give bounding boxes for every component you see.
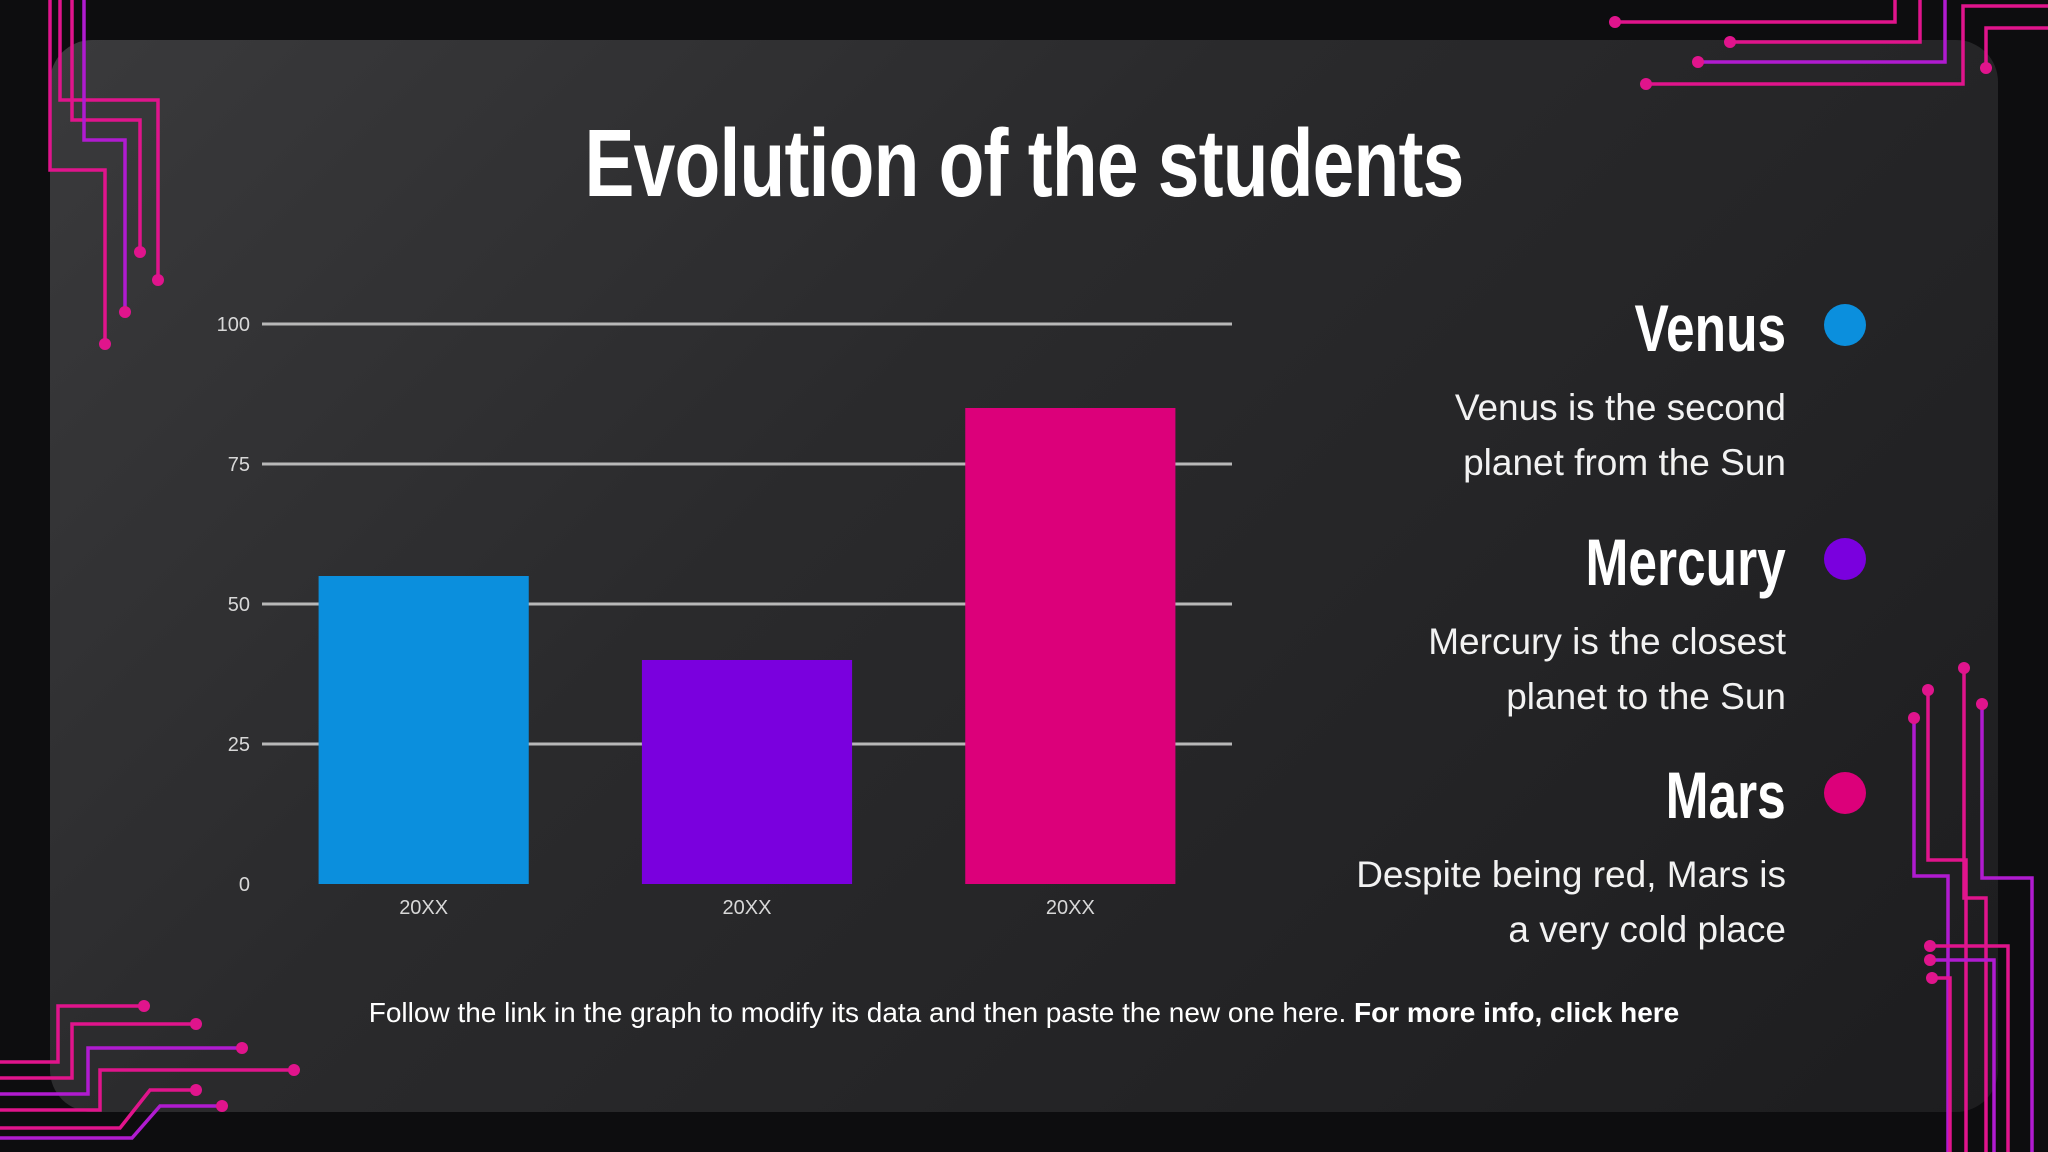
legend-mars-description-line1: Despite being red, Mars is <box>1356 854 1786 895</box>
legend-venus-name: Venus <box>1634 291 1786 365</box>
legend-mercury-dot <box>1824 538 1866 580</box>
legend-mars-description-line2: a very cold place <box>1508 909 1786 950</box>
legend-mercury-description-line1: Mercury is the closest <box>1428 621 1786 662</box>
legend-venus-dot <box>1824 304 1866 346</box>
y-axis-ticks: 0 25 50 75 100 <box>217 314 250 896</box>
bar-2[interactable] <box>641 660 853 884</box>
bar-3[interactable] <box>965 408 1176 884</box>
bar-chart[interactable]: 0 25 50 75 100 20XX 20XX 20XX <box>190 290 1250 930</box>
legend-venus-description-line1: Venus is the second <box>1454 387 1786 428</box>
x-tick-label: 20XX <box>723 897 772 919</box>
slide-title: Evolution of the students <box>584 110 1464 217</box>
legend-mercury-name: Mercury <box>1585 525 1786 599</box>
legend-mercury-description: Mercury is the closest planet to the Sun <box>1428 614 1786 724</box>
legend-mercury-description-line2: planet to the Sun <box>1506 676 1786 717</box>
chart-bars[interactable] <box>318 408 1176 884</box>
y-tick-label: 75 <box>228 454 250 476</box>
legend-mercury: Mercury Mercury is the closest planet to… <box>1428 522 1786 724</box>
y-tick-label: 25 <box>228 734 250 756</box>
legend-mars-dot <box>1824 772 1866 814</box>
legend-venus: Venus Venus is the second planet from th… <box>1455 288 1786 490</box>
legend-venus-description-line2: planet from the Sun <box>1463 442 1786 483</box>
x-tick-label: 20XX <box>1046 897 1095 919</box>
legend-mars-description: Despite being red, Mars is a very cold p… <box>1356 847 1786 957</box>
y-tick-label: 50 <box>228 594 250 616</box>
x-tick-label: 20XX <box>399 897 448 919</box>
y-tick-label: 0 <box>239 874 250 896</box>
x-axis-ticks: 20XX 20XX 20XX <box>399 897 1095 919</box>
footer-link[interactable]: For more info, click here <box>1354 997 1680 1028</box>
legend-mars: Mars Despite being red, Mars is a very c… <box>1356 755 1786 957</box>
legend-mars-name: Mars <box>1665 758 1786 832</box>
bar-1[interactable] <box>318 576 529 884</box>
legend-venus-description: Venus is the second planet from the Sun <box>1455 380 1786 490</box>
footer-note: Follow the link in the graph to modify i… <box>0 993 2048 1033</box>
footer-text: Follow the link in the graph to modify i… <box>368 997 1347 1028</box>
y-tick-label: 100 <box>217 314 250 336</box>
